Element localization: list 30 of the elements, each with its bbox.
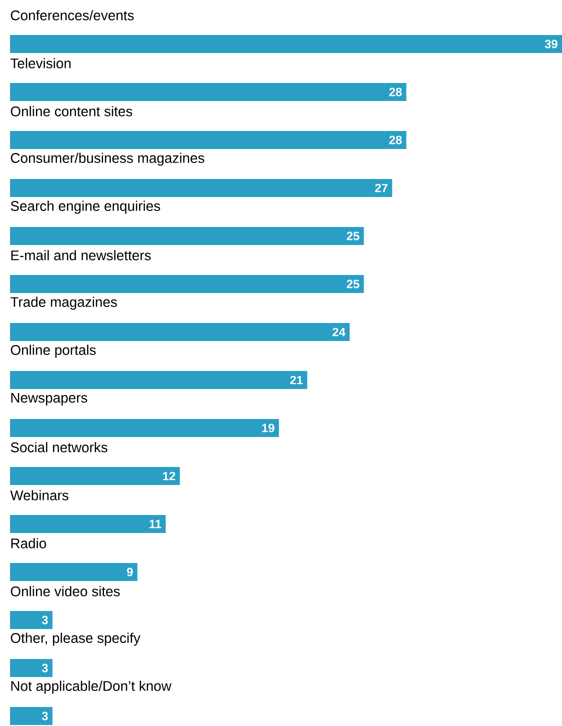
data-label: 21 bbox=[290, 376, 303, 384]
y-tick-label: Not applicable/Don’t know bbox=[11, 680, 172, 694]
y-tick-label: Online content sites bbox=[10, 106, 132, 116]
data-label: 11 bbox=[150, 520, 162, 528]
data-label: 39 bbox=[544, 40, 558, 48]
y-tick-label: Newspapers bbox=[11, 392, 88, 406]
data-label: 3 bbox=[42, 664, 48, 672]
y-tick-label: Trade magazines bbox=[10, 296, 117, 310]
y-tick-label: Television bbox=[10, 58, 71, 68]
data-label: 28 bbox=[389, 88, 402, 96]
y-tick-label: E-mail and newsletters bbox=[11, 250, 151, 260]
data-label: 24 bbox=[332, 328, 346, 336]
y-tick-label: Online video sites bbox=[10, 586, 120, 596]
data-label: 28 bbox=[389, 136, 402, 144]
data-label: 25 bbox=[346, 232, 360, 240]
data-label: 12 bbox=[163, 472, 176, 480]
data-label: 27 bbox=[375, 184, 388, 192]
data-label: 3 bbox=[42, 712, 48, 720]
data-label: 3 bbox=[42, 616, 48, 624]
y-tick-label: Search engine enquiries bbox=[10, 200, 160, 214]
data-label: 19 bbox=[262, 424, 274, 432]
y-tick-label: Consumer/business magazines bbox=[10, 152, 204, 166]
y-tick-label: Conferences/events bbox=[10, 10, 134, 20]
y-tick-label: Other, please specify bbox=[10, 632, 140, 646]
y-tick-label: Online portals bbox=[10, 344, 96, 358]
y-tick-label: Radio bbox=[11, 538, 46, 548]
y-tick-label: Social networks bbox=[10, 442, 108, 452]
data-label: 25 bbox=[346, 280, 360, 288]
data-label: 9 bbox=[126, 568, 133, 576]
y-tick-label: Webinars bbox=[10, 490, 68, 500]
